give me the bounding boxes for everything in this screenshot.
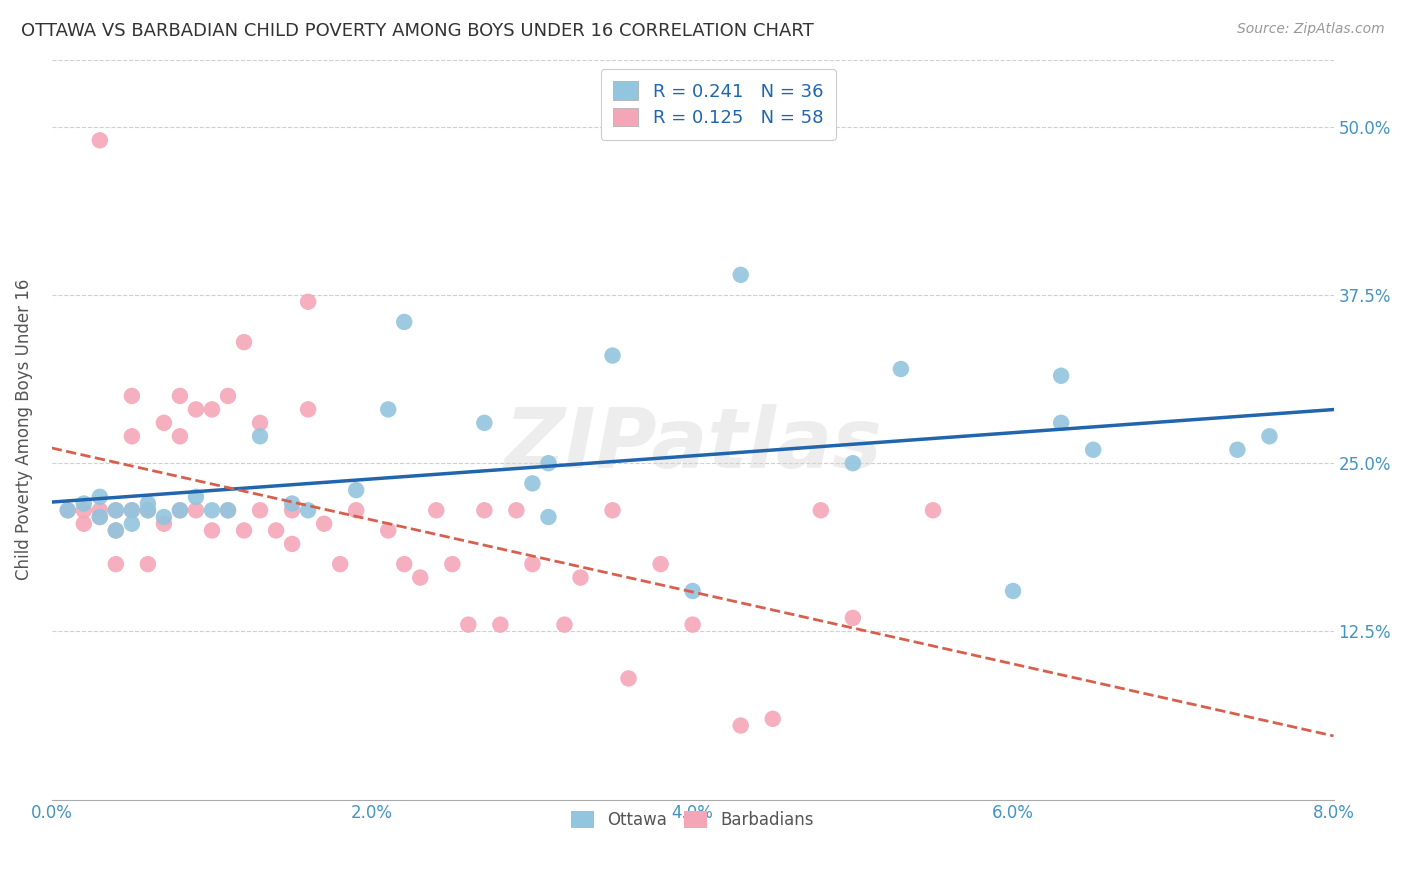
Point	[201, 524, 224, 538]
Point	[650, 557, 672, 571]
Point	[537, 456, 560, 470]
Point	[489, 617, 512, 632]
Point	[1050, 368, 1073, 383]
Point	[394, 315, 416, 329]
Point	[121, 389, 143, 403]
Point	[201, 503, 224, 517]
Text: ZIPatlas: ZIPatlas	[503, 404, 882, 485]
Point	[73, 516, 96, 531]
Point	[329, 557, 352, 571]
Point	[104, 557, 127, 571]
Point	[1258, 429, 1281, 443]
Point	[409, 570, 432, 584]
Point	[89, 490, 111, 504]
Point	[104, 524, 127, 538]
Point	[377, 524, 399, 538]
Point	[1226, 442, 1249, 457]
Point	[56, 503, 79, 517]
Point	[104, 503, 127, 517]
Point	[730, 268, 752, 282]
Point	[73, 503, 96, 517]
Point	[1050, 416, 1073, 430]
Point	[264, 524, 287, 538]
Point	[569, 570, 592, 584]
Point	[602, 503, 624, 517]
Point	[281, 537, 304, 551]
Point	[344, 483, 367, 497]
Point	[89, 133, 111, 147]
Point	[233, 335, 256, 350]
Point	[842, 611, 865, 625]
Point	[153, 510, 176, 524]
Point	[121, 516, 143, 531]
Point	[104, 524, 127, 538]
Point	[169, 503, 191, 517]
Point	[169, 429, 191, 443]
Text: OTTAWA VS BARBADIAN CHILD POVERTY AMONG BOYS UNDER 16 CORRELATION CHART: OTTAWA VS BARBADIAN CHILD POVERTY AMONG …	[21, 22, 814, 40]
Point	[1002, 584, 1025, 599]
Point	[89, 510, 111, 524]
Point	[842, 456, 865, 470]
Point	[169, 389, 191, 403]
Y-axis label: Child Poverty Among Boys Under 16: Child Poverty Among Boys Under 16	[15, 279, 32, 581]
Point	[682, 584, 704, 599]
Point	[281, 497, 304, 511]
Point	[297, 402, 319, 417]
Point	[184, 490, 207, 504]
Point	[394, 557, 416, 571]
Point	[233, 524, 256, 538]
Point	[377, 402, 399, 417]
Point	[121, 503, 143, 517]
Point	[762, 712, 785, 726]
Text: Source: ZipAtlas.com: Source: ZipAtlas.com	[1237, 22, 1385, 37]
Point	[184, 503, 207, 517]
Point	[441, 557, 464, 571]
Point	[617, 672, 640, 686]
Point	[472, 416, 495, 430]
Point	[922, 503, 945, 517]
Point	[344, 503, 367, 517]
Point	[553, 617, 575, 632]
Point	[730, 718, 752, 732]
Point	[56, 503, 79, 517]
Point	[890, 362, 912, 376]
Point	[184, 402, 207, 417]
Point	[217, 503, 239, 517]
Point	[136, 503, 159, 517]
Point	[153, 516, 176, 531]
Point	[602, 349, 624, 363]
Point	[472, 503, 495, 517]
Point	[522, 557, 544, 571]
Point	[297, 503, 319, 517]
Point	[297, 294, 319, 309]
Point	[89, 503, 111, 517]
Point	[682, 617, 704, 632]
Point	[121, 429, 143, 443]
Point	[314, 516, 336, 531]
Point	[217, 389, 239, 403]
Point	[136, 557, 159, 571]
Point	[73, 497, 96, 511]
Point	[249, 429, 271, 443]
Point	[425, 503, 447, 517]
Point	[249, 503, 271, 517]
Point	[810, 503, 832, 517]
Point	[89, 510, 111, 524]
Point	[201, 402, 224, 417]
Point	[217, 503, 239, 517]
Point	[281, 503, 304, 517]
Point	[457, 617, 479, 632]
Point	[153, 416, 176, 430]
Point	[136, 503, 159, 517]
Point	[136, 497, 159, 511]
Legend: Ottawa, Barbadians: Ottawa, Barbadians	[564, 804, 821, 836]
Point	[249, 416, 271, 430]
Point	[537, 510, 560, 524]
Point	[104, 503, 127, 517]
Point	[121, 503, 143, 517]
Point	[169, 503, 191, 517]
Point	[505, 503, 527, 517]
Point	[522, 476, 544, 491]
Point	[1083, 442, 1105, 457]
